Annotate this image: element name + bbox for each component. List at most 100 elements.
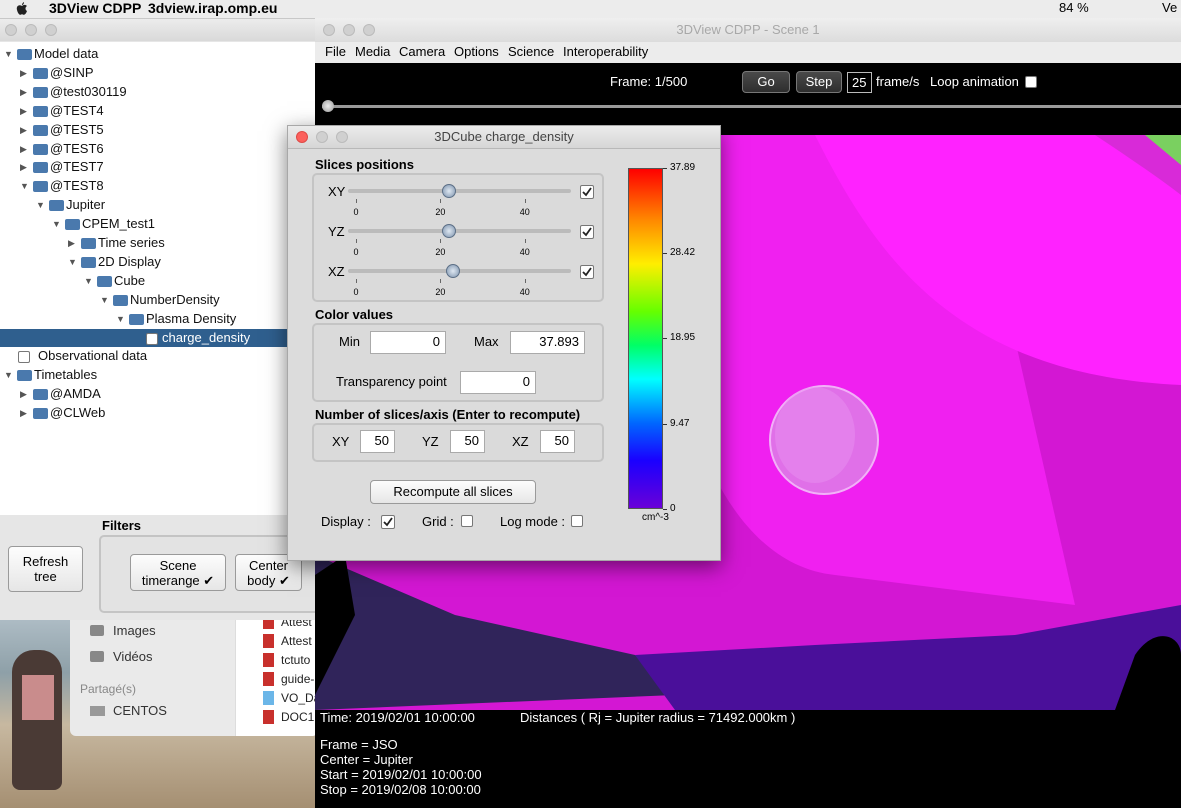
minimize-button[interactable] [316,131,328,143]
refresh-button[interactable]: Refresh tree [8,546,83,592]
slider-handle[interactable] [441,184,456,198]
file-name[interactable]: DOC1 [281,710,315,724]
tree-toggle[interactable]: ▶ [20,67,27,78]
sidebar-item[interactable]: Images [113,623,156,638]
close-button[interactable] [323,24,335,36]
tree-toggle[interactable]: ▶ [20,143,27,154]
tree-label[interactable]: @TEST4 [50,102,104,118]
tree-checkbox[interactable] [146,332,158,345]
tree-toggle[interactable]: ▶ [20,124,27,135]
tree-toggle[interactable]: ▼ [84,275,93,286]
tree-label[interactable]: charge_density [162,329,251,345]
tree-label[interactable]: @TEST8 [50,178,104,194]
slider-tick [524,239,526,243]
tree-label[interactable]: @TEST7 [50,159,104,175]
colorbar-unit: cm^-3 [642,512,669,523]
count-input[interactable]: 50 [540,430,575,453]
tree-label[interactable]: 2D Display [98,253,161,269]
close-button[interactable] [296,131,308,143]
menu-item[interactable]: Options [454,44,499,59]
colorbar-tick [663,338,667,340]
tree-label[interactable]: @TEST5 [50,121,104,137]
tree-toggle[interactable]: ▼ [116,313,125,324]
tree-label[interactable]: CPEM_test1 [82,216,155,232]
option-label: Log mode : [500,514,566,529]
user[interactable]: Ve [1162,0,1178,15]
timeline-thumb[interactable] [322,100,334,112]
tree-toggle[interactable]: ▶ [20,162,27,173]
menu-item[interactable]: File [325,44,346,59]
menu-item[interactable]: Camera [399,44,446,59]
tree-checkbox[interactable] [18,351,30,364]
file-name[interactable]: Attest [281,634,312,648]
close-button[interactable] [5,24,17,36]
file-name[interactable]: tctuto [281,653,311,667]
tree-label[interactable]: NumberDensity [130,291,220,307]
tree-label[interactable]: Time series [98,235,165,250]
tree-toggle[interactable]: ▶ [20,86,27,97]
file-name[interactable]: guide- [281,672,315,686]
tree-label[interactable]: @SINP [50,64,94,80]
tree-toggle[interactable]: ▼ [36,200,45,211]
tree-label[interactable]: Plasma Density [146,310,237,326]
slider-handle[interactable] [441,224,456,238]
tree-label[interactable]: @test030119 [50,83,127,99]
battery[interactable]: 84 % [1059,0,1089,15]
menu-item[interactable]: Science [508,44,555,59]
recompute-button[interactable]: Recompute all slices [370,480,536,504]
tree-toggle[interactable]: ▼ [52,219,61,230]
min-label: Min [339,334,360,349]
tree-toggle[interactable]: ▶ [20,105,27,116]
slice-checkbox[interactable] [580,265,594,279]
tree-label[interactable]: @AMDA [50,386,101,402]
option-checkbox[interactable] [461,515,473,527]
slider-handle[interactable] [446,264,461,278]
file-name[interactable]: VO_Da [281,691,318,705]
scene-timerange-button[interactable]: Scene timerange ✔ [130,554,226,591]
tree-toggle[interactable]: ▼ [20,181,29,192]
tree-toggle[interactable]: ▶ [20,408,27,419]
tree-label[interactable]: Timetables [34,367,98,383]
slice-checkbox[interactable] [580,185,594,199]
tree-toggle[interactable]: ▼ [68,256,77,267]
option-checkbox[interactable] [571,515,583,527]
count-input[interactable]: 50 [450,430,485,453]
fps-input[interactable]: 25 [847,72,872,93]
minimize-button[interactable] [25,24,37,36]
tree-label[interactable]: Model data [34,46,99,61]
slice-checkbox[interactable] [580,225,594,239]
option-checkbox[interactable] [381,515,395,529]
loop-checkbox[interactable] [1025,76,1037,88]
sidebar-icon [90,706,105,716]
minimize-button[interactable] [343,24,355,36]
tree-toggle[interactable]: ▶ [68,238,75,248]
tree-toggle[interactable]: ▶ [20,389,27,400]
transparency-input[interactable]: 0 [460,371,536,394]
zoom-button[interactable] [336,131,348,143]
sidebar-item[interactable]: Vidéos [113,649,153,664]
step-button[interactable]: Step [796,71,842,93]
folder-icon [113,294,128,306]
tree-toggle[interactable]: ▼ [4,49,13,59]
app-name[interactable]: 3DView CDPP [49,0,142,16]
zoom-button[interactable] [45,24,57,36]
go-button[interactable]: Go [742,71,790,93]
tree-toggle[interactable]: ▼ [100,294,109,305]
tree-label[interactable]: @CLWeb [50,405,106,421]
min-input[interactable]: 0 [370,331,446,354]
tree-label[interactable]: Observational data [38,348,148,364]
check-mark [383,517,393,527]
count-input[interactable]: 50 [360,430,395,453]
max-input[interactable]: 37.893 [510,331,585,354]
menu-item[interactable]: Media [355,44,391,59]
tree-label[interactable]: Cube [114,272,146,288]
tree-label[interactable]: @TEST6 [50,140,104,156]
transparency-label: Transparency point [336,374,447,389]
sidebar-item[interactable]: CENTOS [113,703,167,718]
menu-item[interactable]: Interoperability [563,44,649,59]
file-name[interactable]: Attest [281,620,312,629]
tree-toggle[interactable]: ▼ [4,370,13,381]
title-bar [288,126,720,149]
zoom-button[interactable] [363,24,375,36]
tree-label[interactable]: Jupiter [66,197,106,213]
